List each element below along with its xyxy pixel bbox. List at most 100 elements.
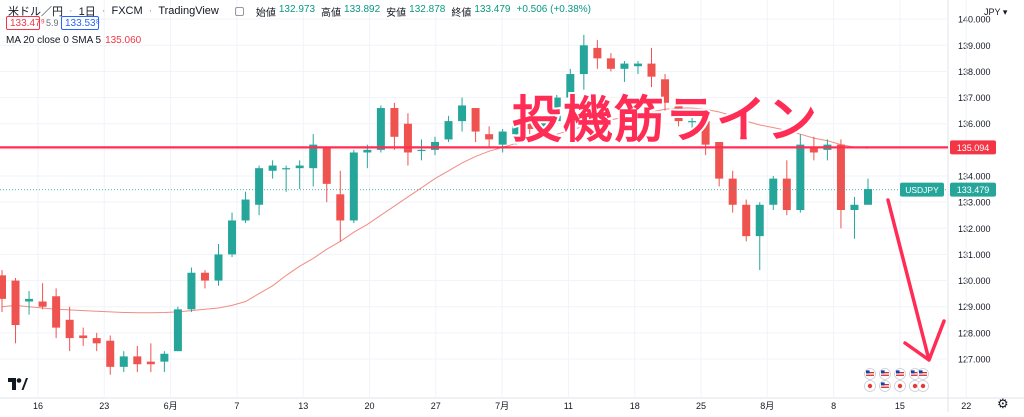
candle — [92, 332, 101, 352]
candle-body — [214, 254, 223, 281]
candle — [336, 170, 345, 242]
candle — [187, 267, 196, 312]
candle — [241, 191, 250, 224]
flag-stripe — [866, 372, 874, 374]
interval-label[interactable]: 1日 — [78, 6, 96, 18]
candle — [79, 327, 88, 346]
high-value: 133.892 — [344, 3, 381, 15]
candle — [593, 40, 602, 69]
level-price-tag — [950, 140, 996, 155]
candle — [106, 335, 115, 375]
candle — [566, 68, 575, 103]
candle — [119, 351, 128, 373]
flag-canton — [866, 370, 870, 374]
candle-body — [715, 142, 724, 179]
y-tick-label: 129.000 — [958, 302, 991, 312]
candle-body — [498, 131, 507, 145]
buy-button[interactable]: 133.53⁸ — [61, 16, 100, 30]
candle — [674, 100, 683, 127]
candle — [268, 160, 277, 179]
us-flag-icon[interactable] — [879, 380, 891, 392]
x-tick-label: 18 — [630, 401, 640, 411]
x-tick-label: 6月 — [164, 401, 178, 411]
us-flag-icon[interactable] — [917, 368, 929, 380]
us-flag-icon[interactable] — [864, 368, 876, 380]
x-tick-label: 20 — [364, 401, 374, 411]
y-tick-label: 138.000 — [958, 67, 991, 77]
candle-body — [65, 319, 74, 339]
market-status-icon[interactable] — [234, 6, 244, 16]
x-tick-label: 15 — [895, 401, 905, 411]
settings-gear-icon[interactable]: ⚙ — [997, 396, 1009, 411]
dot-sep-1: · — [69, 5, 73, 17]
candle — [417, 139, 426, 161]
candle — [525, 110, 534, 135]
x-tick-label: 8 — [831, 401, 836, 411]
candle-body — [268, 165, 277, 171]
flag-canton — [881, 370, 885, 374]
candle-body — [769, 178, 778, 205]
us-flag-icon[interactable] — [909, 368, 921, 380]
close-value: 133.479 — [474, 3, 511, 15]
candle — [282, 165, 291, 192]
candle — [715, 142, 724, 187]
candle-body — [782, 178, 791, 210]
candle — [755, 202, 764, 271]
candle — [539, 115, 548, 137]
candle-body — [0, 275, 6, 299]
flag-sun — [867, 383, 873, 389]
spread-value: 5.9 — [46, 18, 59, 28]
candle — [552, 94, 561, 124]
flag-stripe — [881, 386, 889, 388]
dot-sep-3: · — [148, 5, 153, 17]
candle — [864, 178, 872, 205]
candle — [146, 343, 155, 373]
close-label: 終値 — [451, 7, 472, 19]
japan-flag-icon[interactable] — [917, 380, 929, 392]
flag-sun — [912, 383, 918, 389]
us-flag-icon[interactable] — [879, 368, 891, 380]
y-tick-label: 134.000 — [958, 172, 991, 182]
y-tick-label: 131.000 — [958, 250, 991, 260]
candle-body — [850, 204, 859, 210]
high-label: 高値 — [321, 7, 342, 19]
candle-body — [282, 168, 291, 170]
ma-legend[interactable]: MA 20 close 0 SMA 5 135.060 — [6, 35, 141, 46]
candle-body — [336, 194, 345, 221]
symbol-label[interactable]: 米ドル／円 — [8, 6, 63, 18]
y-tick-label: 130.000 — [958, 276, 991, 286]
candle — [620, 60, 629, 82]
flag-circle — [864, 368, 876, 380]
us-flag-icon[interactable] — [894, 368, 906, 380]
candle-body — [458, 105, 467, 122]
y-tick-label: 132.000 — [958, 224, 991, 234]
flag-stripe — [881, 384, 889, 386]
candle — [647, 47, 656, 88]
x-tick-label: 8月 — [760, 401, 774, 411]
candle — [498, 128, 507, 153]
y-tick-label: 128.000 — [958, 328, 991, 338]
candle — [823, 139, 832, 161]
candle-body — [146, 361, 155, 365]
sell-button[interactable]: 133.47⁹ — [6, 16, 45, 30]
candle-body — [512, 121, 521, 135]
japan-flag-icon[interactable] — [864, 380, 876, 392]
y-tick-label: 140.000 — [958, 15, 991, 25]
candle-body — [633, 63, 642, 67]
candle — [403, 113, 412, 166]
currency-label: JPY ▾ — [984, 7, 1008, 17]
flag-sun — [897, 383, 903, 389]
candle-body — [173, 309, 182, 352]
chart-header: 米ドル／円 · 1日 · FXCM · TradingView 始値 132.97… — [8, 3, 591, 19]
y-tick-label: 136.000 — [958, 119, 991, 129]
candle — [133, 345, 142, 373]
candle-body — [241, 199, 250, 221]
japan-flag-icon[interactable] — [894, 380, 906, 392]
candle-body — [444, 121, 453, 140]
tradingview-logo-icon[interactable] — [8, 378, 28, 393]
y-tick-label: 127.000 — [958, 355, 991, 365]
candle — [742, 199, 751, 242]
candle-body — [403, 123, 412, 153]
